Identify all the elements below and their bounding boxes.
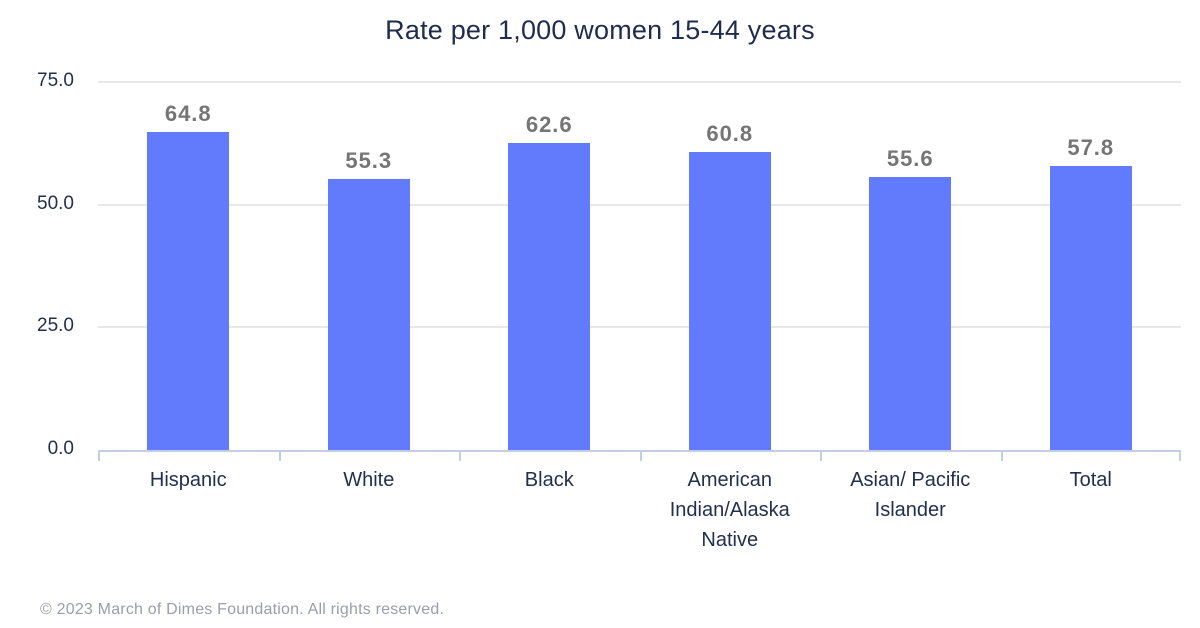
y-tick-label: 0.0	[47, 438, 74, 459]
x-category-label: Asian/ Pacific Islander	[850, 469, 971, 521]
x-axis-tick	[278, 450, 281, 461]
y-tick-label: 25.0	[37, 315, 74, 337]
copyright-footer: © 2023 March of Dimes Foundation. All ri…	[40, 601, 445, 618]
x-category-label: Black	[524, 469, 574, 491]
x-axis-tick	[820, 450, 822, 461]
x-axis-tick	[1000, 450, 1003, 461]
bar	[688, 151, 771, 450]
bar-value-label: 62.6	[525, 111, 573, 137]
bar	[147, 132, 230, 450]
x-category-label: American Indian/Alaska Native	[669, 469, 790, 551]
bar	[508, 142, 591, 450]
bar	[327, 178, 410, 450]
x-category-label: White	[343, 469, 395, 491]
x-axis-tick	[639, 450, 642, 461]
y-tick-label: 50.0	[37, 192, 74, 214]
bar	[1049, 166, 1132, 450]
gridline	[98, 81, 1181, 83]
gridline	[98, 203, 1181, 206]
x-category-label: Hispanic	[149, 469, 227, 491]
bar-value-label: 55.6	[886, 146, 934, 172]
y-tick-label: 75.0	[37, 70, 74, 91]
x-category-label: Total	[1069, 469, 1112, 491]
bar-value-label: 60.8	[706, 120, 754, 146]
x-axis-tick	[98, 450, 100, 461]
x-axis-tick	[459, 450, 461, 461]
chart-title: Rate per 1,000 women 15-44 years	[385, 15, 815, 45]
bar-value-label: 55.3	[345, 147, 393, 173]
plot-area: 64.8 55.3 62.6 60.8 55.6 57.8	[98, 81, 1181, 461]
bar-value-label: 57.8	[1067, 135, 1115, 161]
gridline	[98, 326, 1181, 329]
x-axis-tick	[1179, 450, 1181, 461]
bar-value-label: 64.8	[164, 101, 212, 127]
bar	[869, 177, 952, 450]
